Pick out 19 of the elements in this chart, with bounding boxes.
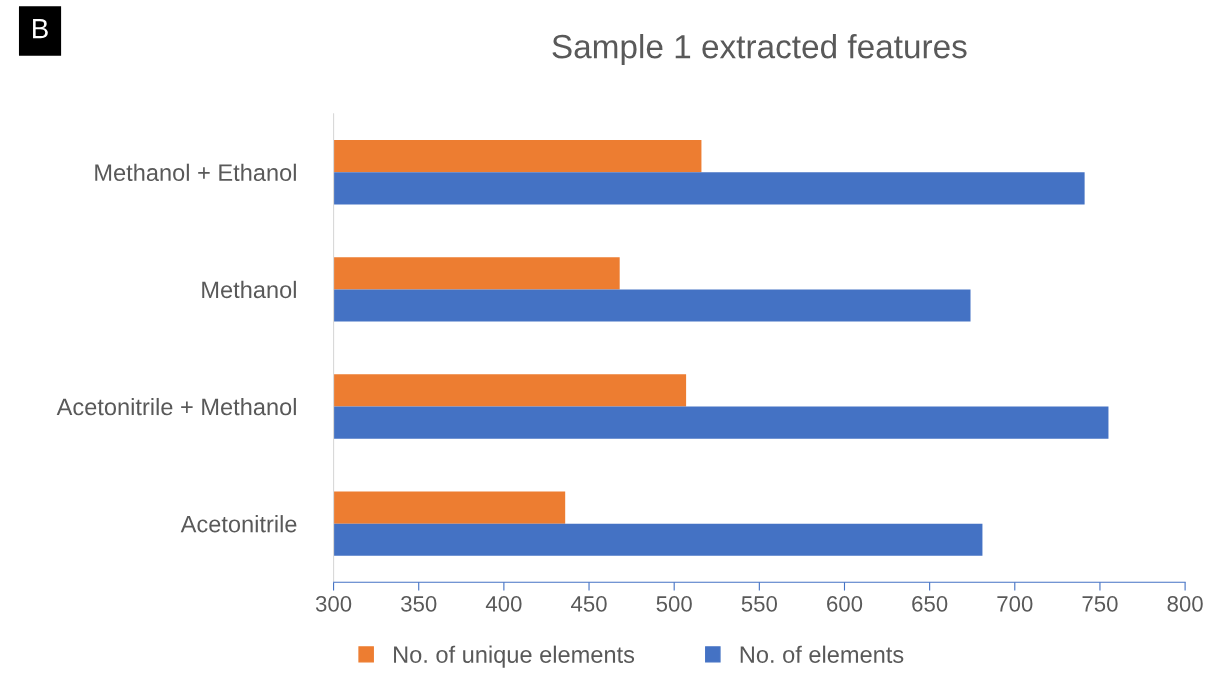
x-tick-label: 350 xyxy=(401,595,437,612)
x-tick-label: 700 xyxy=(997,595,1033,612)
chart-title: Sample 1 extracted features xyxy=(552,33,967,66)
y-tick-label: Methanol xyxy=(202,280,296,299)
legend-label: No. of elements xyxy=(740,645,904,663)
x-tick-label: 750 xyxy=(1082,595,1118,612)
y-tick-label: Acetonitrile xyxy=(180,515,297,533)
y-tick-label: Methanol + Ethanol xyxy=(95,163,296,182)
x-tick-label: 650 xyxy=(912,595,948,612)
x-tick-label: 300 xyxy=(315,595,352,612)
text: B xyxy=(33,19,48,39)
x-tick-label: 450 xyxy=(571,595,607,612)
x-tick-label: 500 xyxy=(656,595,692,612)
x-tick-label: 550 xyxy=(741,595,778,612)
x-tick-label: 600 xyxy=(827,595,863,612)
legend-label: No. of unique elements xyxy=(394,645,635,668)
y-tick-label: Acetonitrile + Methanol xyxy=(56,397,296,416)
x-tick-label: 400 xyxy=(485,595,522,612)
x-tick-label: 800 xyxy=(1167,595,1203,612)
